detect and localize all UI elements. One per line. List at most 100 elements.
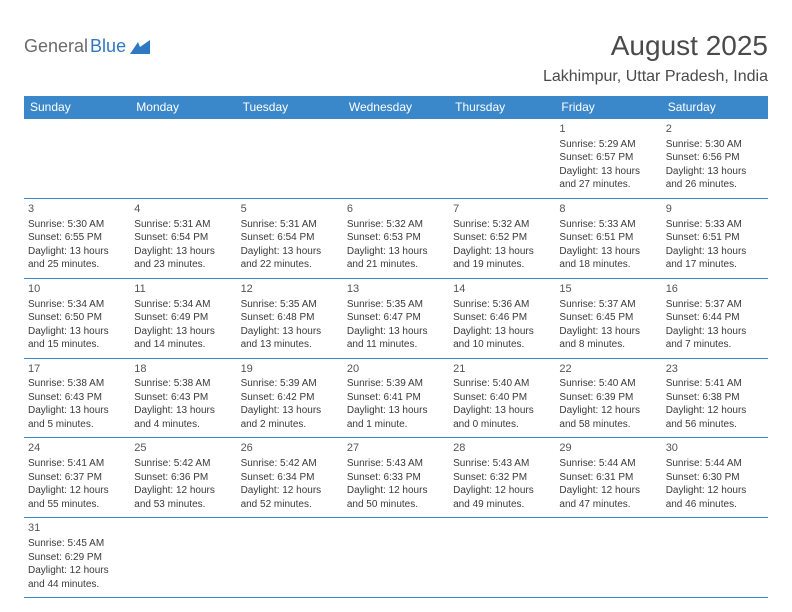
- day-number: 18: [134, 362, 232, 377]
- calendar-cell: [343, 119, 449, 199]
- daylight-text: Daylight: 12 hours and 49 minutes.: [453, 484, 551, 511]
- logo-text-blue: Blue: [90, 36, 126, 57]
- day-number: 31: [28, 521, 126, 536]
- daylight-text: Daylight: 12 hours and 52 minutes.: [241, 484, 339, 511]
- calendar-cell: 5Sunrise: 5:31 AMSunset: 6:54 PMDaylight…: [237, 198, 343, 278]
- daylight-text: Daylight: 13 hours and 18 minutes.: [559, 245, 657, 272]
- calendar-cell: [449, 119, 555, 199]
- calendar-cell: 25Sunrise: 5:42 AMSunset: 6:36 PMDayligh…: [130, 438, 236, 518]
- calendar-cell: 30Sunrise: 5:44 AMSunset: 6:30 PMDayligh…: [662, 438, 768, 518]
- sunset-text: Sunset: 6:43 PM: [28, 391, 126, 405]
- calendar-cell: 28Sunrise: 5:43 AMSunset: 6:32 PMDayligh…: [449, 438, 555, 518]
- daylight-text: Daylight: 13 hours and 0 minutes.: [453, 404, 551, 431]
- calendar-cell: 23Sunrise: 5:41 AMSunset: 6:38 PMDayligh…: [662, 358, 768, 438]
- calendar-cell: 6Sunrise: 5:32 AMSunset: 6:53 PMDaylight…: [343, 198, 449, 278]
- day-number: 21: [453, 362, 551, 377]
- calendar-cell: 20Sunrise: 5:39 AMSunset: 6:41 PMDayligh…: [343, 358, 449, 438]
- sunset-text: Sunset: 6:34 PM: [241, 471, 339, 485]
- sunset-text: Sunset: 6:41 PM: [347, 391, 445, 405]
- day-number: 30: [666, 441, 764, 456]
- calendar-cell: 24Sunrise: 5:41 AMSunset: 6:37 PMDayligh…: [24, 438, 130, 518]
- sunrise-text: Sunrise: 5:43 AM: [347, 457, 445, 471]
- day-number: 16: [666, 282, 764, 297]
- calendar-cell: 18Sunrise: 5:38 AMSunset: 6:43 PMDayligh…: [130, 358, 236, 438]
- sunset-text: Sunset: 6:32 PM: [453, 471, 551, 485]
- calendar-cell: 11Sunrise: 5:34 AMSunset: 6:49 PMDayligh…: [130, 278, 236, 358]
- calendar-cell: [449, 518, 555, 598]
- daylight-text: Daylight: 13 hours and 8 minutes.: [559, 325, 657, 352]
- weekday-header: Friday: [555, 96, 661, 119]
- calendar-cell: 22Sunrise: 5:40 AMSunset: 6:39 PMDayligh…: [555, 358, 661, 438]
- sunset-text: Sunset: 6:40 PM: [453, 391, 551, 405]
- sunrise-text: Sunrise: 5:33 AM: [666, 218, 764, 232]
- daylight-text: Daylight: 13 hours and 4 minutes.: [134, 404, 232, 431]
- daylight-text: Daylight: 12 hours and 53 minutes.: [134, 484, 232, 511]
- day-number: 5: [241, 202, 339, 217]
- daylight-text: Daylight: 13 hours and 7 minutes.: [666, 325, 764, 352]
- day-number: 6: [347, 202, 445, 217]
- daylight-text: Daylight: 13 hours and 15 minutes.: [28, 325, 126, 352]
- sunrise-text: Sunrise: 5:42 AM: [241, 457, 339, 471]
- sunrise-text: Sunrise: 5:39 AM: [241, 377, 339, 391]
- sunrise-text: Sunrise: 5:30 AM: [28, 218, 126, 232]
- calendar-row: 24Sunrise: 5:41 AMSunset: 6:37 PMDayligh…: [24, 438, 768, 518]
- flag-icon: [130, 40, 150, 54]
- sunrise-text: Sunrise: 5:40 AM: [559, 377, 657, 391]
- day-number: 3: [28, 202, 126, 217]
- calendar-cell: 21Sunrise: 5:40 AMSunset: 6:40 PMDayligh…: [449, 358, 555, 438]
- day-number: 1: [559, 122, 657, 137]
- sunrise-text: Sunrise: 5:38 AM: [134, 377, 232, 391]
- location-text: Lakhimpur, Uttar Pradesh, India: [543, 68, 768, 86]
- day-number: 26: [241, 441, 339, 456]
- day-number: 24: [28, 441, 126, 456]
- calendar-row: 10Sunrise: 5:34 AMSunset: 6:50 PMDayligh…: [24, 278, 768, 358]
- calendar-cell: [130, 518, 236, 598]
- sunset-text: Sunset: 6:39 PM: [559, 391, 657, 405]
- calendar-row: 17Sunrise: 5:38 AMSunset: 6:43 PMDayligh…: [24, 358, 768, 438]
- calendar-cell: 26Sunrise: 5:42 AMSunset: 6:34 PMDayligh…: [237, 438, 343, 518]
- sunrise-text: Sunrise: 5:31 AM: [241, 218, 339, 232]
- calendar-cell: [237, 518, 343, 598]
- sunrise-text: Sunrise: 5:35 AM: [347, 298, 445, 312]
- sunrise-text: Sunrise: 5:40 AM: [453, 377, 551, 391]
- sunrise-text: Sunrise: 5:41 AM: [28, 457, 126, 471]
- sunset-text: Sunset: 6:42 PM: [241, 391, 339, 405]
- calendar-cell: 17Sunrise: 5:38 AMSunset: 6:43 PMDayligh…: [24, 358, 130, 438]
- sunrise-text: Sunrise: 5:41 AM: [666, 377, 764, 391]
- day-number: 23: [666, 362, 764, 377]
- sunrise-text: Sunrise: 5:36 AM: [453, 298, 551, 312]
- day-number: 7: [453, 202, 551, 217]
- daylight-text: Daylight: 12 hours and 58 minutes.: [559, 404, 657, 431]
- sunset-text: Sunset: 6:31 PM: [559, 471, 657, 485]
- sunset-text: Sunset: 6:38 PM: [666, 391, 764, 405]
- daylight-text: Daylight: 13 hours and 17 minutes.: [666, 245, 764, 272]
- weekday-header: Sunday: [24, 96, 130, 119]
- calendar-row: 3Sunrise: 5:30 AMSunset: 6:55 PMDaylight…: [24, 198, 768, 278]
- sunset-text: Sunset: 6:47 PM: [347, 311, 445, 325]
- sunrise-text: Sunrise: 5:44 AM: [666, 457, 764, 471]
- calendar-cell: [24, 119, 130, 199]
- sunset-text: Sunset: 6:37 PM: [28, 471, 126, 485]
- sunset-text: Sunset: 6:43 PM: [134, 391, 232, 405]
- day-number: 15: [559, 282, 657, 297]
- sunset-text: Sunset: 6:29 PM: [28, 551, 126, 565]
- sunset-text: Sunset: 6:36 PM: [134, 471, 232, 485]
- sunrise-text: Sunrise: 5:35 AM: [241, 298, 339, 312]
- sunset-text: Sunset: 6:30 PM: [666, 471, 764, 485]
- sunrise-text: Sunrise: 5:29 AM: [559, 138, 657, 152]
- daylight-text: Daylight: 12 hours and 46 minutes.: [666, 484, 764, 511]
- day-number: 29: [559, 441, 657, 456]
- calendar-table: Sunday Monday Tuesday Wednesday Thursday…: [24, 96, 768, 598]
- sunset-text: Sunset: 6:48 PM: [241, 311, 339, 325]
- calendar-cell: [662, 518, 768, 598]
- day-number: 14: [453, 282, 551, 297]
- daylight-text: Daylight: 12 hours and 55 minutes.: [28, 484, 126, 511]
- sunset-text: Sunset: 6:49 PM: [134, 311, 232, 325]
- sunset-text: Sunset: 6:51 PM: [666, 231, 764, 245]
- daylight-text: Daylight: 13 hours and 14 minutes.: [134, 325, 232, 352]
- daylight-text: Daylight: 13 hours and 26 minutes.: [666, 165, 764, 192]
- sunset-text: Sunset: 6:50 PM: [28, 311, 126, 325]
- sunset-text: Sunset: 6:46 PM: [453, 311, 551, 325]
- calendar-cell: 8Sunrise: 5:33 AMSunset: 6:51 PMDaylight…: [555, 198, 661, 278]
- sunrise-text: Sunrise: 5:32 AM: [347, 218, 445, 232]
